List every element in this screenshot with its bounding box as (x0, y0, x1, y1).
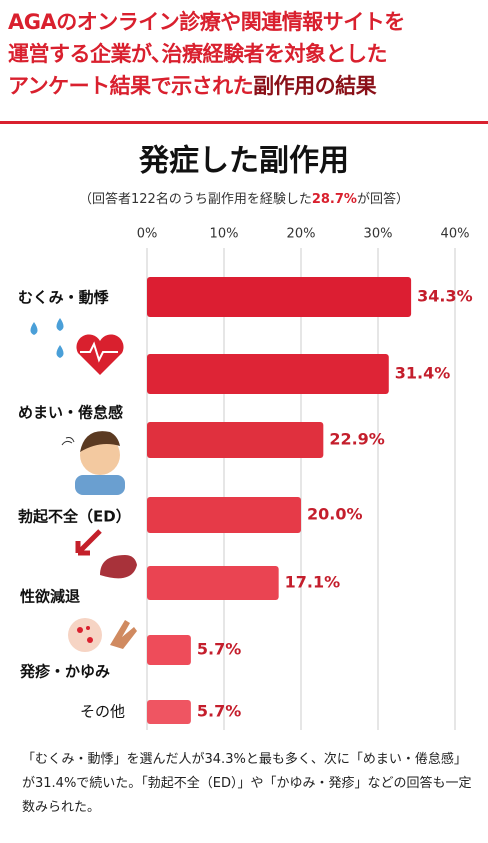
bar (147, 635, 191, 665)
value-label: 20.0% (307, 505, 363, 524)
header-rule (0, 121, 488, 124)
chart-title: 発症した副作用 (138, 144, 349, 179)
category-label: その他 (80, 703, 125, 721)
bar (147, 422, 324, 458)
subtitle-part: （回答者122名のうち副作用を経験した (79, 191, 312, 207)
value-label: 5.7% (197, 640, 241, 659)
value-label: 5.7% (197, 702, 241, 721)
category-label: めまい・倦怠感 (18, 404, 123, 422)
bar (147, 497, 301, 533)
bar (147, 566, 279, 600)
x-tick-label: 10% (210, 227, 239, 242)
icons (30, 318, 137, 652)
bar (147, 700, 191, 724)
category-label: 勃起不全（ED） (18, 508, 131, 526)
chart: 発症した副作用 （回答者122名のうち副作用を経験した28.7%が回答） 0% 10%… (18, 144, 473, 730)
category-label: 発疹・かゆみ (19, 663, 110, 681)
header-text: AGAのオンライン診療や関連情報サイトを (8, 10, 405, 34)
value-label: 34.3% (417, 287, 473, 306)
value-label: 17.1% (285, 573, 341, 592)
value-label: 22.9% (329, 430, 385, 449)
footnote: 「むくみ・動悸」を選んだ人が34.3%と最も多く、次に「めまい・倦怠感」が31.… (22, 752, 472, 815)
subtitle: （回答者122名のうち副作用を経験した28.7%が回答） (79, 191, 409, 207)
x-tick-label: 40% (441, 227, 470, 242)
header-line: AGAのオンライン診療や関連情報サイトを (8, 6, 484, 38)
category-label: むくみ・動悸 (18, 289, 110, 307)
header-text: 副作用の結果 (253, 74, 377, 98)
x-tick-label: 30% (364, 227, 393, 242)
x-tick-label: 0% (137, 227, 158, 242)
header-line: アンケート結果で示された副作用の結果 (8, 70, 484, 102)
header-text: アンケート結果で示された (8, 74, 254, 98)
subtitle-part: 28.7% (312, 192, 357, 207)
header-text: 運営する企業が､治療経験者を対象とした (8, 42, 388, 66)
category-label: 性欲減退 (20, 588, 80, 606)
subtitle-part: が回答） (357, 191, 409, 207)
header-line: 運営する企業が､治療経験者を対象とした (8, 38, 484, 70)
header: AGAのオンライン診療や関連情報サイトを 運営する企業が､治療経験者を対象としたア… (8, 6, 484, 102)
x-tick-label: 20% (287, 227, 316, 242)
value-label: 31.4% (395, 364, 451, 383)
bar (147, 277, 412, 317)
bar (147, 354, 389, 394)
